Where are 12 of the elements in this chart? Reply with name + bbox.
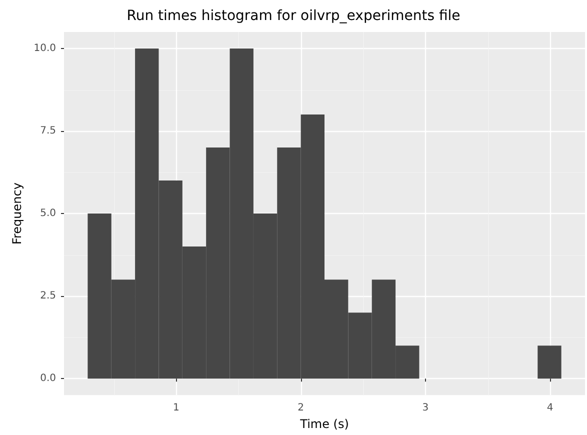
y-tick-label: 7.5 (40, 126, 56, 137)
x-tick-label: 4 (546, 402, 554, 414)
y-axis-title: Frequency (10, 182, 24, 245)
x-tick-label: 3 (422, 402, 429, 414)
chart-title: Run times histogram for oilvrp_experiments file (126, 8, 460, 24)
x-axis-title: Time (s) (299, 417, 349, 431)
x-tick-label: 2 (298, 402, 304, 414)
y-tick-label: 10.0 (34, 43, 56, 54)
y-tick-label: 0.0 (40, 373, 56, 384)
y-tick-label: 2.5 (40, 290, 56, 302)
y-tick-label: 5.0 (40, 208, 56, 220)
x-tick-label: 1 (172, 402, 180, 414)
